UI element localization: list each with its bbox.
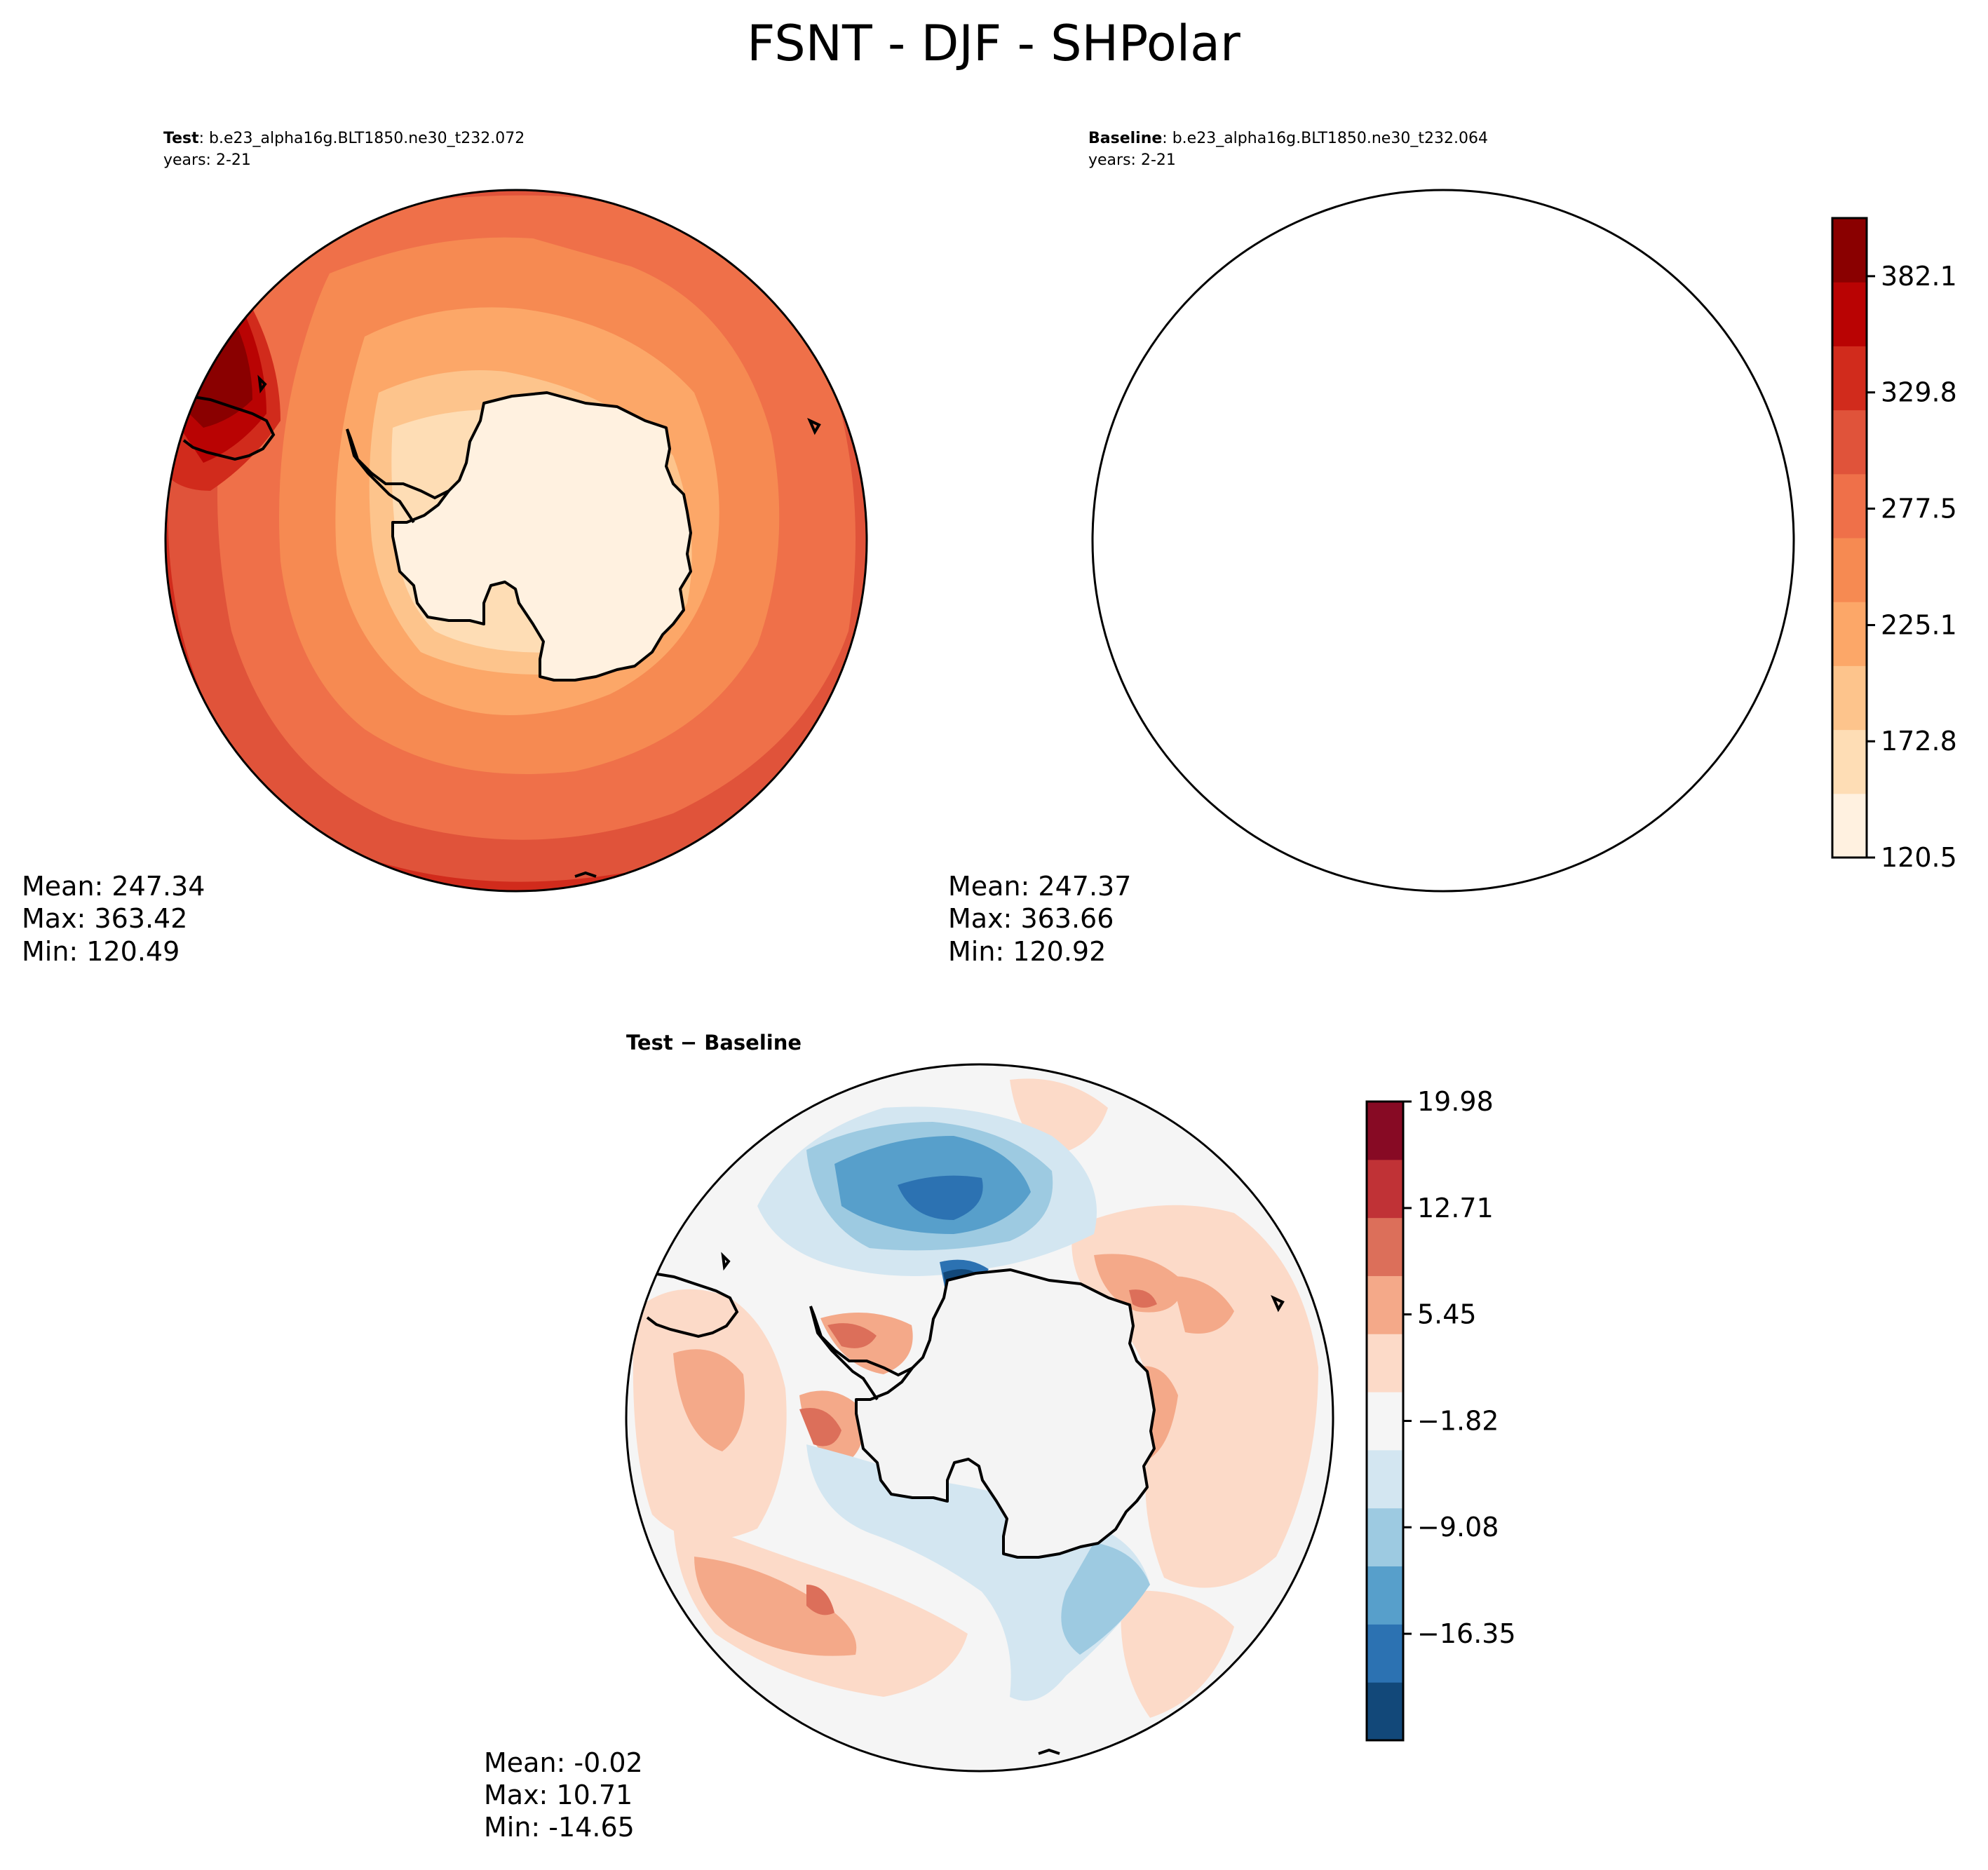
colorbar-tick-label: 5.45	[1417, 1299, 1477, 1330]
panel-baseline-years: years: 2-21	[1088, 151, 1176, 169]
colorbar-tick-label: 172.8	[1881, 726, 1957, 757]
colorbar-tick-label: 277.5	[1881, 493, 1957, 524]
panel-baseline-min: Min: 120.92	[948, 936, 1106, 967]
colorbar-segment	[1367, 1334, 1403, 1392]
colorbar-segment	[1832, 665, 1867, 730]
colorbar-fsnt: 120.5 172.8 225.1 277.5 329.8 382.1	[1832, 218, 1957, 873]
colorbar-segment	[1832, 794, 1867, 858]
panel-baseline-label-bold: Baseline	[1088, 130, 1162, 147]
panel-test-label: Test: b.e23_alpha16g.BLT1850.ne30_t232.0…	[163, 130, 525, 147]
colorbar-segment	[1832, 218, 1867, 283]
colorbar-tick-label: 120.5	[1881, 842, 1957, 873]
colorbar-segment	[1367, 1218, 1403, 1276]
colorbar-segment	[1367, 1102, 1403, 1160]
colorbar-segment	[1367, 1450, 1403, 1508]
colorbar-segment	[1832, 346, 1867, 410]
panel-diff: Test − Baseline	[484, 1031, 1336, 1843]
panel-test: Test: b.e23_alpha16g.BLT1850.ne30_t232.0…	[22, 130, 884, 967]
figure: FSNT - DJF - SHPolar Test: b.e23_alpha16…	[0, 0, 1988, 1870]
colorbar-segment	[1367, 1566, 1403, 1625]
colorbar-tick-label: −1.82	[1417, 1406, 1499, 1437]
colorbar-segment	[1367, 1392, 1403, 1450]
colorbar-segment	[1367, 1624, 1403, 1682]
panel-test-label-rest: : b.e23_alpha16g.BLT1850.ne30_t232.072	[199, 130, 525, 147]
colorbar-tick-label: 19.98	[1417, 1086, 1494, 1117]
colorbar-segment	[1832, 730, 1867, 794]
panel-diff-max: Max: 10.71	[484, 1780, 633, 1810]
figure-title: FSNT - DJF - SHPolar	[747, 15, 1240, 72]
colorbar-segment	[1832, 410, 1867, 475]
colorbar-diff: −16.35 −9.08 −1.82 5.45 12.71 19.98	[1367, 1086, 1516, 1741]
colorbar-tick-label: 329.8	[1881, 377, 1957, 408]
panel-baseline-max: Max: 363.66	[948, 903, 1114, 934]
panel-test-years: years: 2-21	[163, 151, 251, 169]
colorbar-tick-label: 225.1	[1881, 609, 1957, 640]
colorbar-segment	[1832, 474, 1867, 538]
panel-test-label-bold: Test	[163, 130, 199, 147]
colorbar-tick-label: 382.1	[1881, 261, 1957, 292]
panel-test-min: Min: 120.49	[22, 936, 180, 967]
baseline-map-boundary	[1093, 190, 1794, 891]
colorbar-segment	[1367, 1275, 1403, 1334]
colorbar-tick-label: 12.71	[1417, 1193, 1494, 1224]
panel-test-mean: Mean: 247.34	[22, 871, 205, 902]
colorbar-segment	[1367, 1160, 1403, 1218]
colorbar-segment	[1832, 602, 1867, 666]
panel-baseline-label: Baseline: b.e23_alpha16g.BLT1850.ne30_t2…	[1088, 130, 1488, 147]
panel-diff-mean: Mean: -0.02	[484, 1747, 643, 1778]
colorbar-segment	[1367, 1682, 1403, 1740]
panel-baseline-label-rest: : b.e23_alpha16g.BLT1850.ne30_t232.064	[1162, 130, 1488, 147]
panel-baseline-mean: Mean: 247.37	[948, 871, 1131, 902]
colorbar-segment	[1367, 1508, 1403, 1566]
colorbar-tick-label: −9.08	[1417, 1512, 1499, 1543]
colorbar-segment	[1832, 538, 1867, 602]
test-map-field	[154, 186, 884, 904]
colorbar-tick-label: −16.35	[1417, 1618, 1516, 1649]
panel-test-max: Max: 363.42	[22, 903, 187, 934]
baseline-map-field	[1081, 186, 1811, 904]
panel-diff-label: Test − Baseline	[626, 1031, 802, 1055]
panel-baseline: Baseline: b.e23_alpha16g.BLT1850.ne30_t2…	[948, 130, 1811, 967]
panel-diff-min: Min: -14.65	[484, 1812, 635, 1843]
colorbar-segment	[1832, 282, 1867, 346]
